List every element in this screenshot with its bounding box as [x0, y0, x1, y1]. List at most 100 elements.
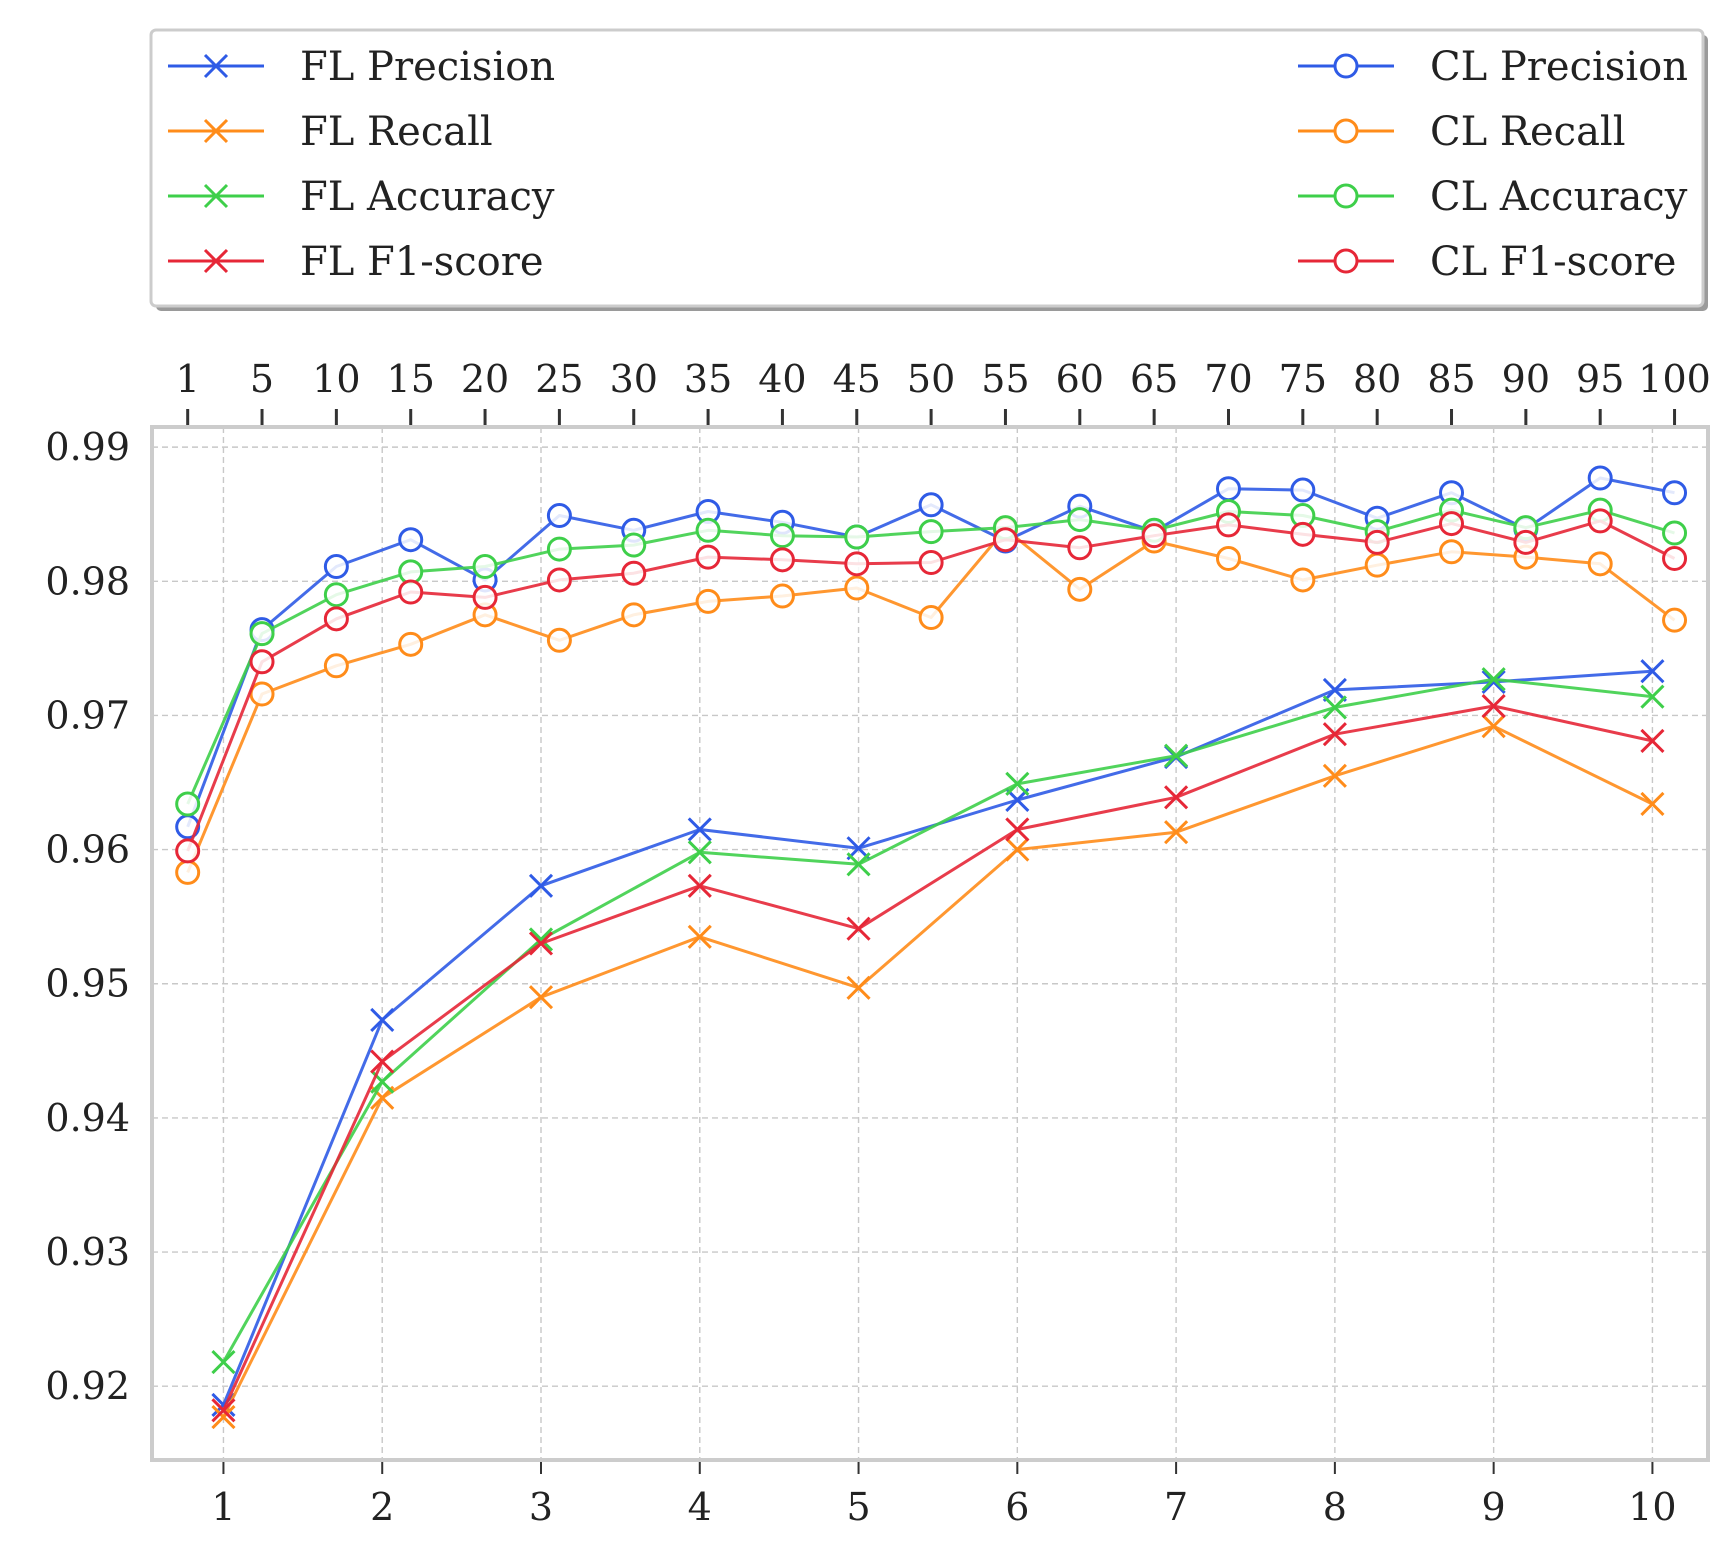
legend-marker [203, 248, 229, 274]
data-point [1587, 551, 1613, 577]
data-point [1364, 529, 1390, 555]
data-point [1481, 667, 1506, 692]
data-point [621, 532, 647, 558]
legend-label: FL F1-score [300, 239, 544, 285]
data-point [844, 551, 870, 577]
data-point [211, 1350, 236, 1375]
data-point [687, 840, 712, 865]
data-point [528, 985, 554, 1010]
plot-area [150, 425, 1710, 1462]
data-point [175, 791, 201, 817]
data-point [918, 519, 944, 545]
series-cl-f1-score [175, 508, 1688, 864]
data-point [1662, 607, 1688, 633]
data-point [1662, 480, 1688, 506]
data-point [846, 916, 871, 941]
top-tick-label: 1 [176, 357, 200, 401]
legend-entries: FL Precision FL Recall FL Accuracy FL F1-sc… [168, 44, 1688, 285]
top-tick-label: 90 [1502, 357, 1550, 401]
x-tick-label: 7 [1164, 1485, 1188, 1529]
data-point [1290, 477, 1316, 503]
series-line [222, 724, 1654, 1418]
data-point [472, 584, 498, 610]
legend-item: CL Recall [1298, 109, 1626, 155]
data-point [687, 817, 712, 842]
top-tick-label: 20 [461, 357, 509, 401]
y-tick-label: 0.93 [45, 1230, 130, 1274]
data-point [1164, 820, 1189, 845]
x-axis-top: 1 5 10 15 20 25 30 35 40 45 50 55 60 65 70 75 80 85 90 95 10… [176, 357, 1711, 425]
data-point [1587, 508, 1613, 534]
data-point [323, 653, 349, 679]
data-point [370, 1049, 395, 1074]
data-point [1439, 539, 1465, 565]
data-point [695, 588, 721, 614]
data-point [546, 627, 572, 653]
data-point [528, 873, 554, 898]
data-point [844, 575, 870, 601]
data-point [528, 931, 554, 956]
data-point [1662, 520, 1688, 546]
legend-label: CL Precision [1430, 44, 1688, 90]
x-tick-label: 8 [1323, 1485, 1347, 1529]
legend-label: FL Accuracy [300, 174, 555, 220]
data-point [1481, 669, 1506, 694]
data-point [323, 554, 349, 580]
data-point [769, 583, 795, 609]
x-tick-label: 9 [1482, 1485, 1506, 1529]
data-point [175, 838, 201, 864]
y-tick-label: 0.94 [45, 1096, 130, 1140]
data-point [695, 544, 721, 570]
data-point [1640, 684, 1665, 709]
data-point [323, 606, 349, 632]
x-tick-label: 4 [688, 1485, 712, 1529]
data-point [846, 852, 871, 877]
y-axis: 0.92 0.93 0.94 0.95 0.96 0.97 0.98 0.99 [45, 425, 130, 1408]
data-point [370, 1007, 395, 1033]
series-fl-f1-score [211, 693, 1665, 1423]
legend-item: FL F1-score [168, 239, 544, 285]
data-point [1513, 529, 1539, 555]
data-point [1322, 722, 1347, 747]
data-point [1322, 763, 1347, 788]
legend-label: CL Recall [1430, 109, 1626, 155]
y-tick-label: 0.92 [45, 1364, 130, 1408]
data-point [472, 554, 498, 580]
legend-item: CL Accuracy [1298, 174, 1688, 220]
plot-frame [150, 425, 1710, 1462]
data-point [398, 579, 424, 605]
legend-marker [1333, 183, 1359, 209]
data-point [1005, 817, 1030, 842]
y-tick-label: 0.95 [45, 962, 130, 1006]
data-point [695, 517, 721, 543]
data-point [528, 927, 554, 952]
data-point [1439, 511, 1465, 537]
data-point [546, 503, 572, 529]
top-tick-label: 95 [1576, 357, 1624, 401]
data-point [398, 527, 424, 553]
x-tick-label: 3 [529, 1485, 553, 1529]
data-point [1005, 837, 1030, 862]
top-tick-label: 10 [312, 357, 360, 401]
legend-item: FL Recall [168, 109, 493, 155]
legend-label: FL Precision [300, 44, 555, 90]
legend-item: CL Precision [1298, 44, 1688, 90]
top-tick-label: 55 [981, 357, 1029, 401]
top-tick-label: 85 [1427, 357, 1475, 401]
data-point [1164, 785, 1189, 810]
data-point [1640, 728, 1665, 753]
legend: FL Precision FL Recall FL Accuracy FL F1-sc… [149, 28, 1708, 311]
legend-label: CL Accuracy [1430, 174, 1688, 220]
data-point [1587, 465, 1613, 491]
data-point [1215, 512, 1241, 538]
data-point [1322, 695, 1347, 720]
data-point [1215, 545, 1241, 571]
data-point [769, 547, 795, 573]
data-point [323, 582, 349, 608]
top-tick-label: 45 [833, 357, 881, 401]
legend-marker [203, 183, 229, 209]
data-point [546, 536, 572, 562]
data-point [1481, 693, 1506, 719]
top-tick-label: 30 [610, 357, 658, 401]
data-point [1067, 507, 1093, 533]
